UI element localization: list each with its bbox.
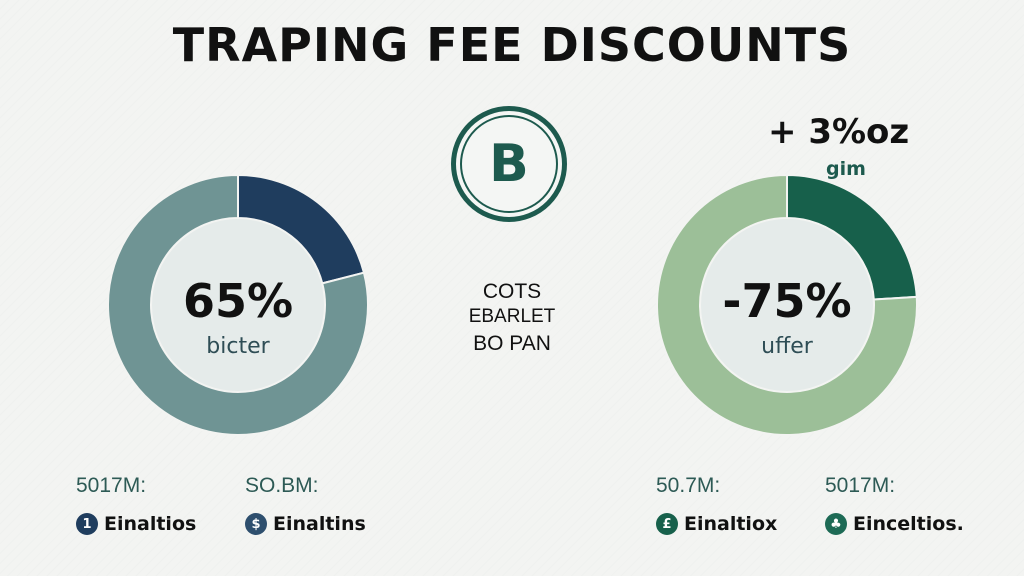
right-center-label: uffer bbox=[761, 334, 813, 359]
legend-amount: 50.7M: bbox=[656, 474, 721, 497]
left-center-value: 65% bbox=[182, 274, 294, 328]
legend-item: ♣ Einceltios. bbox=[825, 513, 964, 535]
bitcoin-icon: B bbox=[451, 106, 567, 222]
bitcoin-letter: B bbox=[460, 115, 558, 213]
legend-icon: ♣ bbox=[825, 513, 847, 535]
donut-hole bbox=[701, 219, 873, 391]
right-center-value: -75% bbox=[722, 274, 852, 328]
donut-slice-main bbox=[107, 173, 369, 436]
donut-hole bbox=[152, 219, 324, 391]
donut-chart-right bbox=[656, 173, 918, 436]
legend-item: 1 Einaltios bbox=[76, 513, 196, 535]
donut-chart-left bbox=[107, 173, 369, 436]
legend-icon: £ bbox=[656, 513, 678, 535]
legend-amount: 5017M: bbox=[76, 474, 147, 497]
donut-slice-main bbox=[656, 173, 918, 436]
legend-label: Einaltins bbox=[273, 513, 366, 535]
legend-icon: 1 bbox=[76, 513, 98, 535]
legend-label: Einceltios. bbox=[853, 513, 964, 535]
legend-icon: $ bbox=[245, 513, 267, 535]
legend-label: Einaltiox bbox=[684, 513, 778, 535]
legend-amount: SO.BM: bbox=[245, 474, 319, 497]
legend-label: Einaltios bbox=[104, 513, 197, 535]
legend-amount: 5017M: bbox=[825, 474, 896, 497]
left-center-label: bicter bbox=[206, 334, 270, 359]
legend-item: $ Einaltins bbox=[245, 513, 366, 535]
center-line-2: EBARLET bbox=[468, 306, 556, 327]
legend-item: £ Einaltiox bbox=[656, 513, 777, 535]
center-line-3: BO PAN bbox=[473, 332, 551, 355]
change-label: gim bbox=[826, 158, 866, 180]
chart-title: TRAPING FEE DISCOUNTS bbox=[172, 18, 852, 72]
change-value: + 3%oz bbox=[768, 112, 910, 152]
center-line-1: COTS bbox=[482, 280, 542, 303]
